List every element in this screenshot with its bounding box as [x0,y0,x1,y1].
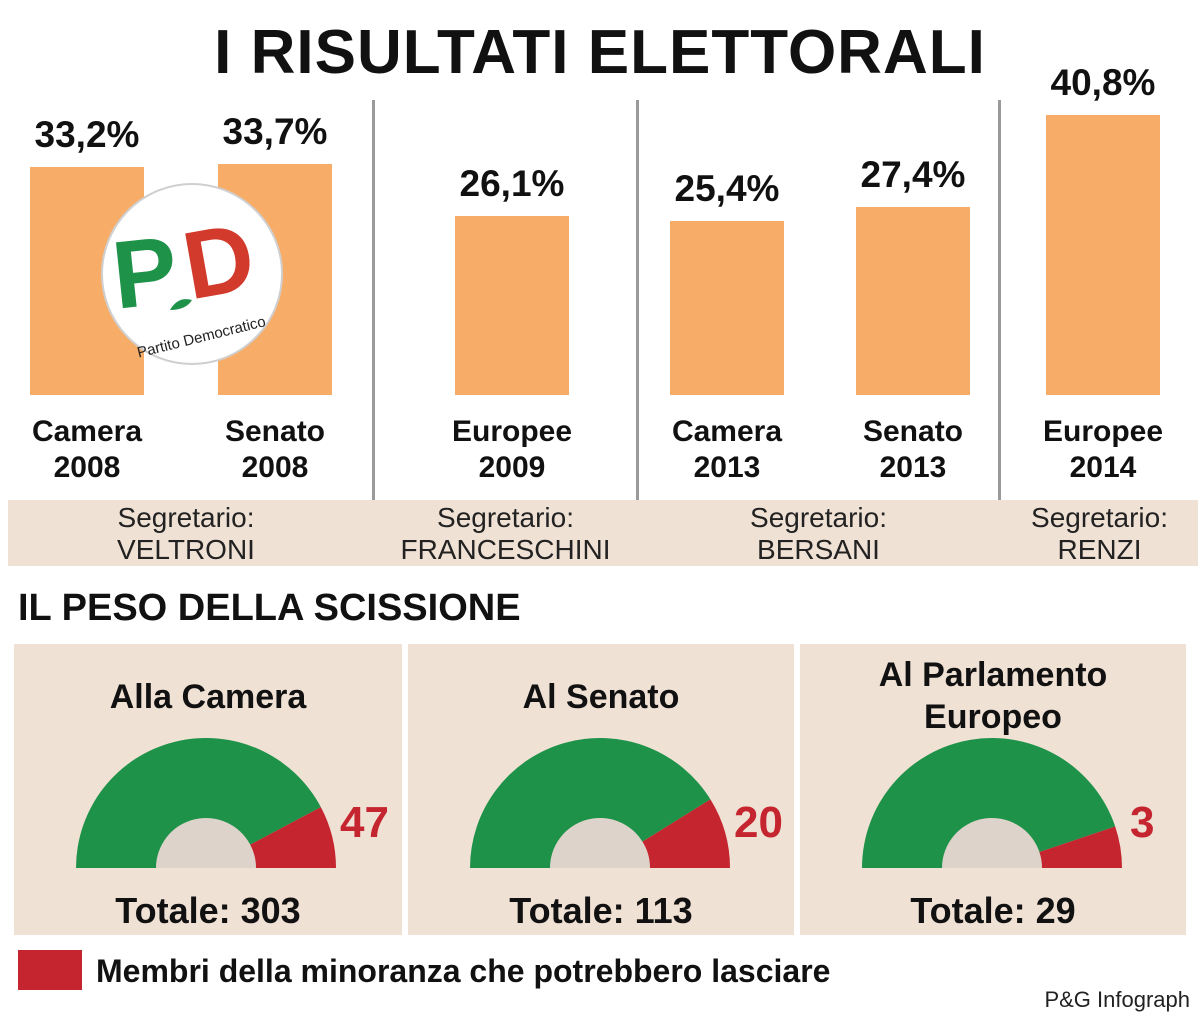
bar-value-label: 25,4% [674,167,780,209]
gauge-segment-minority [1039,826,1122,868]
section-title: IL PESO DELLA SCISSIONE [18,587,521,629]
bar-value-label: 26,1% [459,162,565,204]
gauge-panel: Al Senato 20 Totale: 113 [408,644,794,935]
gauge-title-line: Europeo [924,698,1062,736]
category-label-line: 2008 [241,451,309,484]
gauge-segment-rest [862,738,1116,868]
bar [856,206,970,395]
gauge-segment-minority [250,807,336,868]
category-label: Senato 2013 [823,414,1003,486]
secretary-name: RENZI [1057,534,1142,565]
gauge-total: Totale: 303 [115,890,301,931]
chart-title: I RISULTATI ELETTORALI [214,18,986,87]
category-label-line: Europee [451,415,573,448]
legend-swatch-minority [18,950,82,990]
gauge-segment-rest [76,738,321,868]
legend-label: Membri della minoranza che potrebbero la… [96,953,831,989]
gauge-total: Totale: 113 [509,890,693,931]
credit: P&G Infograph [1044,987,1190,1012]
category-label: Europee 2009 [422,414,602,486]
secretary-label: Segretario: RENZI [1001,502,1198,566]
secretary-name: FRANCESCHINI [400,534,611,565]
bar [1046,115,1160,395]
bar-value-label: 33,2% [34,114,140,156]
category-label-line: Senato [224,415,326,448]
gauge-segment-minority [642,799,730,868]
secretary-role: Segretario: [437,502,574,533]
category-label: Europee 2014 [1013,414,1193,486]
bar [455,215,569,395]
pd-logo-letters: P D [108,203,263,330]
category-label-line: 2009 [478,451,546,484]
bar-value-label: 33,7% [222,110,328,152]
gauge-title-line: Alla Camera [109,678,307,716]
category-label-line: Camera [31,415,143,448]
secretary-label: Segretario: VELTRONI [10,502,362,566]
category-label-line: 2008 [53,451,121,484]
gauge-inner [942,818,1042,868]
secretary-label: Segretario: FRANCESCHINI [375,502,636,566]
secretary-band [8,500,1198,566]
period-separator [372,100,375,565]
gauge-title: Al Senato [408,676,794,718]
secretary-label: Segretario: BERSANI [639,502,998,566]
gauge-total: Totale: 29 [910,890,1076,931]
gauge-panel: Al Parlamento Europeo 3 Totale: 29 [800,644,1186,935]
gauge-chart [862,738,1122,868]
gauge-panel: Alla Camera 47 Totale: 303 [14,644,402,935]
svg-text:P: P [108,216,183,329]
secretary-role: Segretario: [117,502,255,533]
bar [670,220,784,395]
gauge-minority-value: 3 [1130,798,1155,847]
gauge-chart [76,738,336,868]
gauge-segment-rest [470,738,711,868]
gauge-title: Alla Camera [14,676,402,718]
category-label: Camera 2008 [0,414,177,486]
secretary-name: BERSANI [757,534,880,565]
category-label-line: Camera [671,415,783,448]
category-label: Camera 2013 [637,414,817,486]
period-separator [636,100,639,565]
secretary-name: VELTRONI [117,534,255,565]
gauge-chart [470,738,730,868]
category-label-line: 2013 [693,451,761,484]
category-label: Senato 2008 [185,414,365,486]
secretary-role: Segretario: [750,502,887,533]
category-label-line: Senato [862,415,964,448]
category-label-line: Europee [1042,415,1164,448]
category-label-line: 2013 [879,451,947,484]
category-label-line: 2014 [1069,451,1137,484]
secretary-role: Segretario: [1031,502,1168,533]
period-separator [998,100,1001,565]
pd-logo: P D Partito Democratico [101,183,283,365]
gauge-minority-value: 20 [734,798,783,847]
gauge-minority-value: 47 [340,798,389,847]
gauge-inner [550,818,650,868]
gauge-title: Al Parlamento Europeo [800,654,1186,738]
gauge-title-line: Al Senato [522,678,680,716]
gauge-title-line: Al Parlamento [878,656,1108,694]
bar-value-label: 27,4% [860,153,966,195]
gauge-inner [156,818,256,868]
bar-value-label: 40,8% [1050,62,1156,103]
